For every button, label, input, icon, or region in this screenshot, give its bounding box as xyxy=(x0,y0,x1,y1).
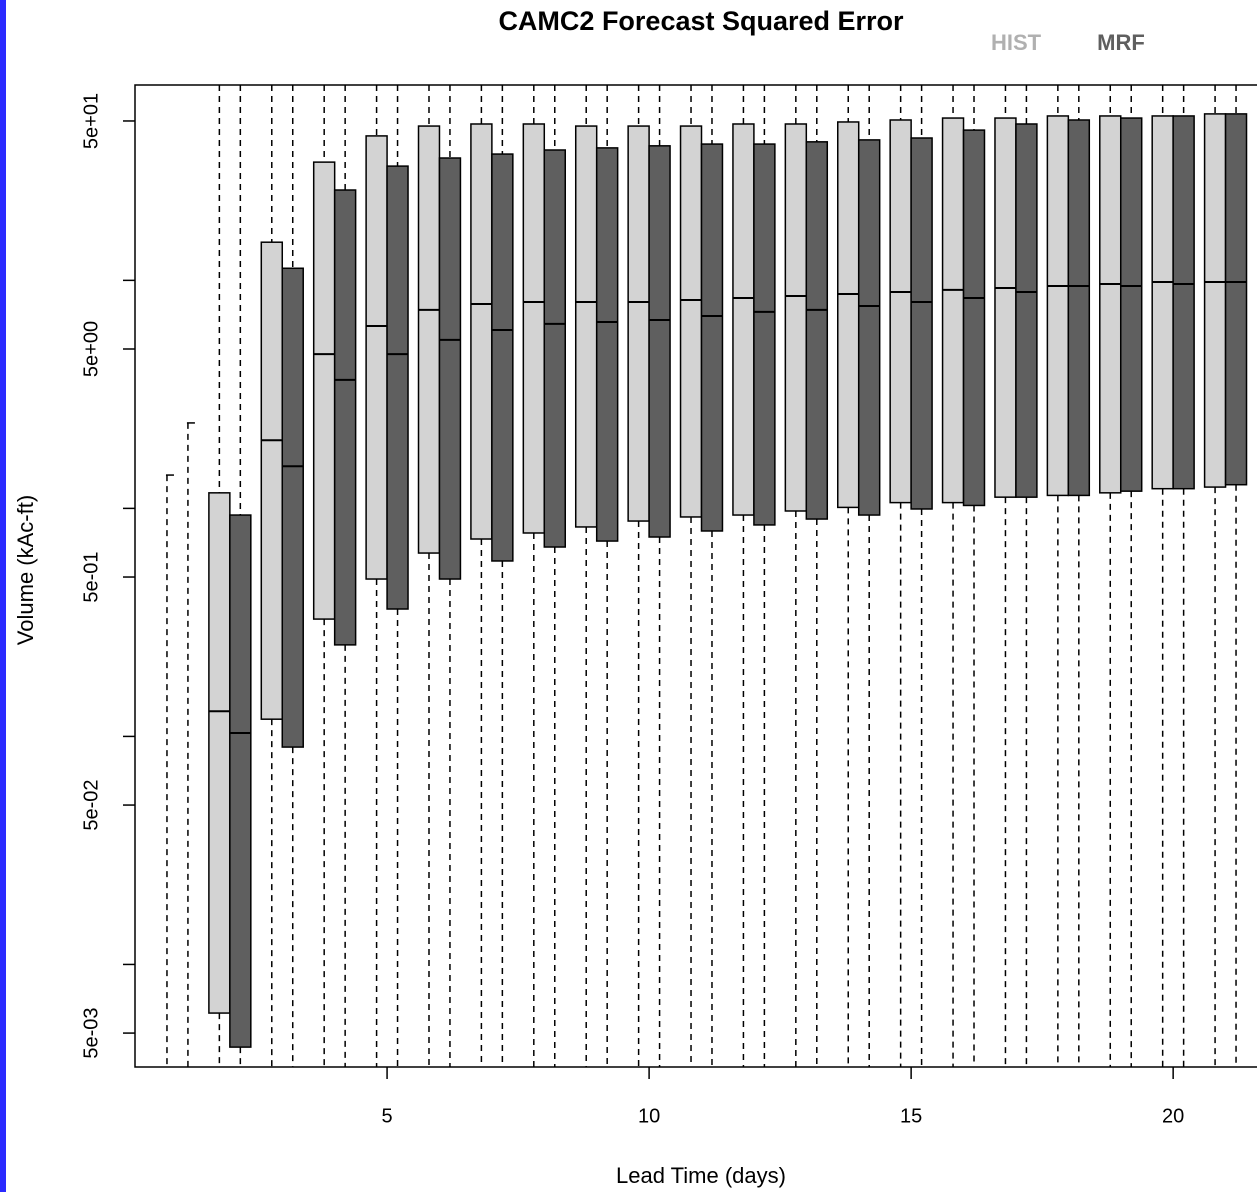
box xyxy=(595,147,619,542)
window-edge xyxy=(0,0,6,1192)
box xyxy=(1203,113,1227,488)
box xyxy=(784,123,808,512)
box xyxy=(857,139,881,516)
box xyxy=(208,492,231,1014)
box xyxy=(312,161,336,620)
box xyxy=(910,137,933,510)
box xyxy=(1046,115,1070,497)
box xyxy=(837,121,860,509)
box xyxy=(1119,117,1143,492)
box xyxy=(994,117,1017,498)
box xyxy=(648,145,671,538)
box xyxy=(229,514,252,1048)
box xyxy=(281,267,304,748)
box xyxy=(417,125,441,554)
box xyxy=(941,117,965,504)
box xyxy=(333,189,357,646)
y-tick-label: 5e+01 xyxy=(80,93,102,149)
box xyxy=(753,143,776,526)
x-tick-label: 20 xyxy=(1162,1105,1184,1127)
box xyxy=(470,123,493,540)
y-tick-label: 5e+00 xyxy=(80,321,102,377)
box xyxy=(1099,115,1122,494)
box xyxy=(1224,113,1248,486)
box xyxy=(805,141,829,520)
box xyxy=(491,153,514,562)
box xyxy=(700,143,724,532)
x-tick-label: 15 xyxy=(900,1105,922,1127)
x-tick-label: 5 xyxy=(382,1105,393,1127)
box xyxy=(1015,123,1038,498)
box xyxy=(365,135,388,580)
box xyxy=(627,125,650,522)
box xyxy=(574,125,598,528)
y-tick-label: 5e-01 xyxy=(80,551,102,602)
box xyxy=(732,123,755,516)
legend-label: HIST xyxy=(991,30,1042,55)
box xyxy=(522,123,546,534)
y-axis-label: Volume (kAc-ft) xyxy=(13,495,38,645)
box xyxy=(438,157,462,580)
box xyxy=(679,125,703,518)
box xyxy=(1151,115,1174,490)
box xyxy=(962,129,986,507)
x-axis-label: Lead Time (days) xyxy=(616,1163,786,1188)
box xyxy=(260,241,284,720)
box xyxy=(543,149,566,548)
box xyxy=(386,165,409,610)
box xyxy=(1172,115,1195,490)
x-tick-label: 10 xyxy=(638,1105,660,1127)
y-tick-label: 5e-03 xyxy=(80,1008,102,1059)
legend-label: MRF xyxy=(1097,30,1145,55)
box xyxy=(889,119,912,504)
y-tick-label: 5e-02 xyxy=(80,779,102,830)
box xyxy=(1067,119,1091,497)
chart-title: CAMC2 Forecast Squared Error xyxy=(498,6,904,36)
plot-frame xyxy=(134,84,1257,1068)
